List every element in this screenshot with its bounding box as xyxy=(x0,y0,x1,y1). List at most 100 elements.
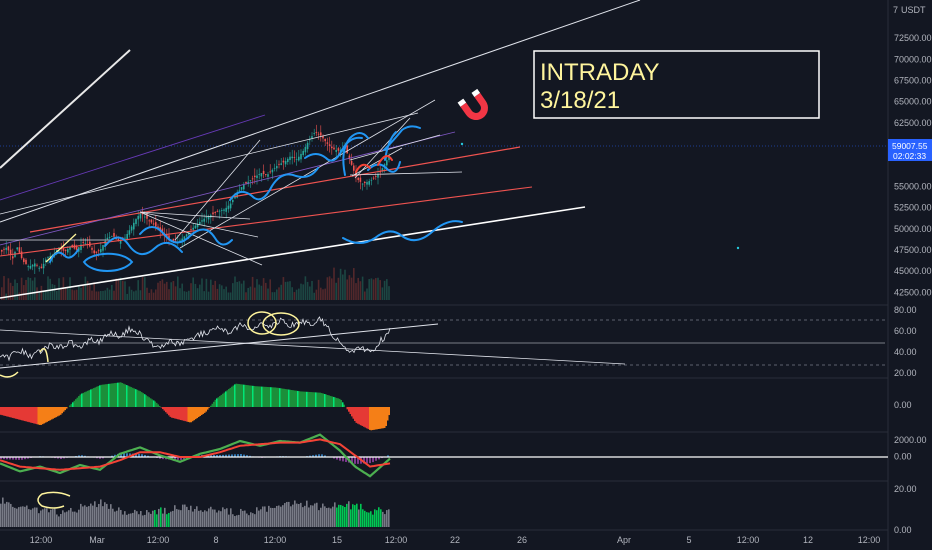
macd-hist-bar xyxy=(351,457,353,464)
momentum-bar xyxy=(276,387,278,407)
momentum-bar xyxy=(291,389,293,407)
momentum-bar xyxy=(225,391,227,407)
momentum-bar xyxy=(333,396,335,407)
oscillator-bar xyxy=(214,509,216,527)
rsi-yellow-ellipses[interactable] xyxy=(0,311,300,378)
volume-bar xyxy=(82,285,84,300)
momentum-bar xyxy=(93,388,95,407)
oscillator-bar xyxy=(280,506,282,527)
rsi-trendline-1[interactable] xyxy=(0,323,439,369)
oscillator-bar xyxy=(208,508,210,527)
volume-bar xyxy=(273,292,276,300)
macd-hist-bar xyxy=(372,457,374,463)
oscillator-bar xyxy=(306,500,308,527)
trendline-drawings[interactable] xyxy=(0,0,641,299)
momentum-bar xyxy=(190,407,192,423)
rsi-trendline-2[interactable] xyxy=(0,329,626,365)
pane-separators xyxy=(0,0,889,550)
oscillator-bar xyxy=(50,509,52,527)
macd-pane[interactable] xyxy=(0,433,888,478)
momentum-bar xyxy=(84,392,86,407)
momentum-bar xyxy=(198,407,200,418)
momentum-bar xyxy=(40,407,42,425)
annotation-box[interactable]: INTRADAY 3/18/21 xyxy=(533,50,820,119)
price-pane[interactable]: INTRADAY 3/18/21 xyxy=(0,0,888,300)
momentum-bar xyxy=(316,392,318,407)
momentum-bar xyxy=(216,398,218,407)
momentum-bar xyxy=(310,392,312,407)
volume-bar xyxy=(172,281,175,300)
y-tick-label: 2000.00 xyxy=(894,435,927,445)
volume-bar xyxy=(313,292,315,300)
oscillator-bar xyxy=(96,507,98,527)
candle-body xyxy=(93,250,95,254)
candle-body xyxy=(80,244,82,250)
oscillator-bar xyxy=(108,508,110,527)
oscillator-bar xyxy=(270,507,272,527)
currency-prefix: 7 xyxy=(893,5,898,15)
momentum-bar xyxy=(300,391,302,407)
candle-body xyxy=(320,132,322,136)
trendline-fan-8 xyxy=(349,134,441,161)
volume-bar xyxy=(179,288,181,300)
oscillator-bar xyxy=(386,510,388,527)
oscillator-bar xyxy=(276,505,278,527)
pen-wave-right xyxy=(367,161,401,173)
momentum-pane[interactable] xyxy=(0,382,390,431)
volume-bar xyxy=(31,280,34,300)
oscillator-bar xyxy=(94,501,96,527)
rsi-pane[interactable] xyxy=(0,311,888,378)
momentum-bar xyxy=(193,407,195,421)
volume-bar xyxy=(168,289,170,300)
pen-red-stroke-2 xyxy=(355,163,371,173)
candle-body xyxy=(155,222,157,227)
oscillator-bar xyxy=(210,506,212,527)
y-tick-label: 72500.00 xyxy=(894,33,932,43)
momentum-bar xyxy=(162,407,164,410)
candle-body xyxy=(245,181,247,184)
momentum-bar xyxy=(97,386,99,407)
freehand-drawings[interactable] xyxy=(49,125,463,272)
oscillator-bar xyxy=(380,509,382,527)
x-tick-label: 22 xyxy=(450,535,460,545)
y-tick-label: 60.00 xyxy=(894,326,917,336)
candle-body xyxy=(333,147,335,150)
momentum-bar xyxy=(160,407,162,408)
momentum-bar xyxy=(301,391,303,407)
macd-hist-bar xyxy=(60,457,62,459)
candle-body xyxy=(102,245,104,251)
momentum-bar xyxy=(370,407,372,431)
oscillator-pane[interactable] xyxy=(0,491,390,527)
macd-hist-bar xyxy=(321,454,323,457)
pen-loop-right xyxy=(342,132,369,176)
momentum-bar xyxy=(184,407,186,422)
volume-bar xyxy=(254,287,256,300)
momentum-bar xyxy=(246,385,248,407)
oscillator-bar xyxy=(140,511,142,527)
oscillator-bar xyxy=(122,514,124,527)
volume-bar xyxy=(218,284,221,300)
y-tick-label: 65000.00 xyxy=(894,97,932,107)
osc-yellow-curl[interactable] xyxy=(37,491,71,509)
oscillator-bar xyxy=(296,503,298,527)
oscillator-bar xyxy=(328,507,330,527)
momentum-bar xyxy=(31,407,33,423)
oscillator-bar xyxy=(374,509,376,527)
magnet-icon[interactable] xyxy=(457,88,493,125)
candle-body xyxy=(364,181,366,183)
momentum-bar xyxy=(126,385,128,407)
oscillator-bar xyxy=(198,510,200,527)
momentum-bar xyxy=(327,394,329,407)
oscillator-bar xyxy=(40,510,42,527)
candle-body xyxy=(64,249,67,251)
oscillator-bar xyxy=(30,509,32,527)
volume-bar xyxy=(207,291,210,300)
oscillator-bar xyxy=(128,513,130,527)
candle-body xyxy=(196,223,199,228)
oscillator-bar xyxy=(60,514,62,527)
momentum-bar xyxy=(156,402,158,407)
candle-body xyxy=(104,241,106,245)
momentum-bar xyxy=(330,395,332,407)
